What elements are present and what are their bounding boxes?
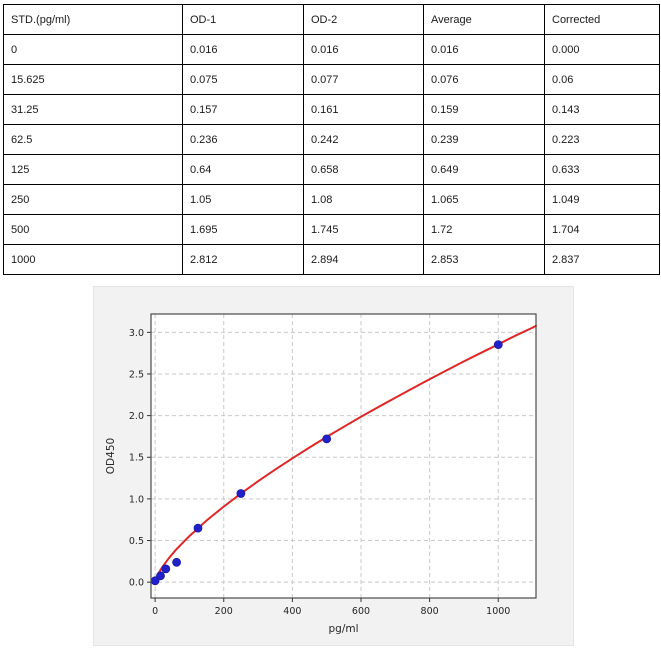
x-tick-label: 1000 bbox=[486, 606, 510, 617]
table-cell: 1.065 bbox=[423, 184, 545, 215]
table-cell: 0.159 bbox=[423, 94, 545, 125]
table-cell: 15.625 bbox=[3, 64, 183, 95]
table-cell: 0.236 bbox=[182, 124, 304, 155]
table-cell: 0.64 bbox=[182, 154, 304, 185]
table-cell: 0.016 bbox=[182, 34, 304, 65]
table-cell: 2.853 bbox=[423, 244, 545, 275]
table-row: 15.625 0.075 0.077 0.076 0.06 bbox=[3, 64, 660, 95]
table-cell: 2.812 bbox=[182, 244, 304, 275]
table-cell: 1.08 bbox=[303, 184, 424, 215]
table-cell: 0.077 bbox=[303, 64, 424, 95]
column-header-std: STD.(pg/ml) bbox=[3, 4, 183, 35]
y-tick-label: 0.5 bbox=[129, 536, 144, 547]
table-cell: 1.72 bbox=[423, 214, 545, 245]
column-header-average: Average bbox=[423, 4, 545, 35]
x-axis-label: pg/ml bbox=[328, 623, 358, 635]
table-row: 62.5 0.236 0.242 0.239 0.223 bbox=[3, 124, 660, 155]
table-cell: 0.658 bbox=[303, 154, 424, 185]
y-tick-label: 1.5 bbox=[129, 453, 144, 464]
table-row: 500 1.695 1.745 1.72 1.704 bbox=[3, 214, 660, 245]
y-tick-label: 0.0 bbox=[129, 578, 144, 589]
table-cell: 1.745 bbox=[303, 214, 424, 245]
y-tick-label: 3.0 bbox=[129, 328, 144, 339]
table-cell: 0.157 bbox=[182, 94, 304, 125]
x-tick-label: 400 bbox=[283, 606, 301, 617]
table-cell: 0 bbox=[3, 34, 183, 65]
y-tick-label: 1.0 bbox=[129, 494, 144, 505]
column-header-od2: OD-2 bbox=[303, 4, 424, 35]
data-point bbox=[493, 340, 503, 349]
table-cell: 1.05 bbox=[182, 184, 304, 215]
x-tick-label: 800 bbox=[421, 606, 439, 617]
data-point bbox=[193, 523, 203, 533]
table-cell: 0.633 bbox=[544, 154, 660, 185]
table-cell: 2.837 bbox=[544, 244, 660, 275]
table-cell: 0.000 bbox=[544, 34, 660, 65]
plot-area bbox=[151, 314, 536, 598]
data-point bbox=[161, 564, 171, 574]
table-cell: 0.075 bbox=[182, 64, 304, 95]
table-header-row: STD.(pg/ml) OD-1 OD-2 Average Corrected bbox=[3, 4, 660, 35]
x-tick-label: 200 bbox=[215, 606, 233, 617]
y-axis-label: OD450 bbox=[105, 438, 117, 474]
column-header-od1: OD-1 bbox=[182, 4, 304, 35]
standards-table: STD.(pg/ml) OD-1 OD-2 Average Corrected … bbox=[3, 4, 660, 275]
table-cell: 0.016 bbox=[303, 34, 424, 65]
table-row: 125 0.64 0.658 0.649 0.633 bbox=[3, 154, 660, 185]
y-tick-label: 2.0 bbox=[129, 411, 144, 422]
data-point bbox=[172, 557, 181, 567]
table-cell: 31.25 bbox=[3, 94, 183, 125]
table-cell: 0.239 bbox=[423, 124, 545, 155]
data-point bbox=[322, 434, 332, 444]
table-row: 1000 2.812 2.894 2.853 2.837 bbox=[3, 244, 660, 275]
plot-border bbox=[150, 313, 537, 599]
table-cell: 250 bbox=[3, 184, 183, 215]
table-cell: 0.143 bbox=[544, 94, 660, 125]
table-row: 250 1.05 1.08 1.065 1.049 bbox=[3, 184, 660, 215]
table-cell: 0.649 bbox=[423, 154, 545, 185]
table-cell: 1.049 bbox=[544, 184, 660, 215]
table-cell: 1.695 bbox=[182, 214, 304, 245]
table-row: 0 0.016 0.016 0.016 0.000 bbox=[3, 34, 660, 65]
fit-curve-line bbox=[154, 324, 537, 584]
table-cell: 62.5 bbox=[3, 124, 183, 155]
y-tick-label: 2.5 bbox=[129, 369, 144, 380]
table-cell: 2.894 bbox=[303, 244, 424, 275]
column-header-corrected: Corrected bbox=[544, 4, 660, 35]
table-cell: 0.06 bbox=[544, 64, 660, 95]
table-cell: 1.704 bbox=[544, 214, 660, 245]
table-cell: 0.076 bbox=[423, 64, 545, 95]
table-cell: 0.242 bbox=[303, 124, 424, 155]
standard-curve-chart: 0 200 400 600 800 1000 0.0 0.5 1.0 1.5 2.0 2.5 3.0 pg… bbox=[105, 313, 537, 635]
table-cell: 125 bbox=[3, 154, 183, 185]
standard-curve-figure: 0 200 400 600 800 1000 0.0 0.5 1.0 1.5 2.0 2.5 3.0 pg… bbox=[93, 286, 574, 646]
x-tick-label: 0 bbox=[152, 606, 158, 617]
table-cell: 0.016 bbox=[423, 34, 545, 65]
data-point bbox=[156, 571, 165, 581]
x-tick-label: 600 bbox=[352, 606, 370, 617]
table-cell: 0.223 bbox=[544, 124, 660, 155]
data-point bbox=[236, 489, 246, 498]
table-row: 31.25 0.157 0.161 0.159 0.143 bbox=[3, 94, 660, 125]
table-cell: 0.161 bbox=[303, 94, 424, 125]
table-cell: 1000 bbox=[3, 244, 183, 275]
table-cell: 500 bbox=[3, 214, 183, 245]
